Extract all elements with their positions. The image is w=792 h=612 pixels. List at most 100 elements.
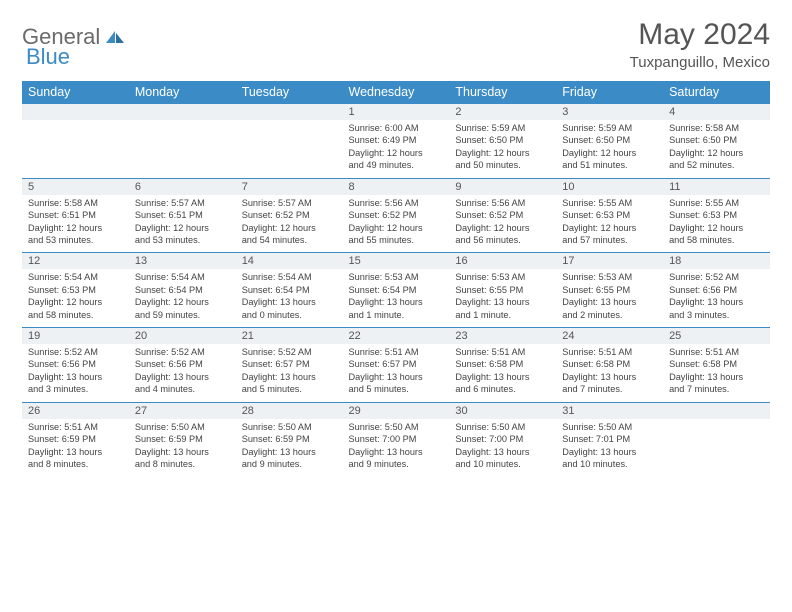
day-detail-line: and 10 minutes. [562, 458, 657, 470]
day-detail-cell: Sunrise: 5:53 AMSunset: 6:54 PMDaylight:… [343, 269, 450, 327]
day-detail-cell: Sunrise: 5:54 AMSunset: 6:54 PMDaylight:… [129, 269, 236, 327]
day-header: Monday [129, 81, 236, 104]
day-number-cell: 26 [22, 402, 129, 419]
day-detail-line: and 3 minutes. [28, 383, 123, 395]
day-detail-line: and 53 minutes. [28, 234, 123, 246]
day-detail-line: Daylight: 12 hours [135, 222, 230, 234]
day-number-row: 12131415161718 [22, 253, 770, 270]
day-detail-line: and 52 minutes. [669, 159, 764, 171]
day-detail-line: Sunrise: 5:50 AM [562, 421, 657, 433]
day-detail-line: Daylight: 13 hours [455, 296, 550, 308]
day-detail-line: Daylight: 12 hours [562, 147, 657, 159]
day-detail-line: Sunset: 6:54 PM [242, 284, 337, 296]
day-detail-line: Sunset: 6:55 PM [455, 284, 550, 296]
day-detail-line: and 50 minutes. [455, 159, 550, 171]
day-detail-line: and 5 minutes. [349, 383, 444, 395]
day-detail-line: and 51 minutes. [562, 159, 657, 171]
day-detail-line: Sunset: 6:57 PM [242, 358, 337, 370]
day-number-cell: 9 [449, 178, 556, 195]
day-number-cell: 7 [236, 178, 343, 195]
day-number-cell: 17 [556, 253, 663, 270]
day-detail-line: Daylight: 12 hours [562, 222, 657, 234]
day-detail-line: Sunset: 6:59 PM [242, 433, 337, 445]
day-detail-line: Daylight: 13 hours [669, 371, 764, 383]
day-number-cell: 10 [556, 178, 663, 195]
day-number-cell: 15 [343, 253, 450, 270]
day-number-cell [22, 104, 129, 121]
day-number-cell: 12 [22, 253, 129, 270]
day-number-cell [236, 104, 343, 121]
day-detail-cell: Sunrise: 5:57 AMSunset: 6:51 PMDaylight:… [129, 195, 236, 253]
day-number-cell: 1 [343, 104, 450, 121]
day-detail-cell: Sunrise: 5:52 AMSunset: 6:57 PMDaylight:… [236, 344, 343, 402]
day-detail-line: Sunrise: 5:51 AM [28, 421, 123, 433]
day-detail-line: and 7 minutes. [669, 383, 764, 395]
day-detail-line: and 55 minutes. [349, 234, 444, 246]
day-detail-line: Sunset: 7:00 PM [349, 433, 444, 445]
day-detail-line: Sunrise: 5:51 AM [455, 346, 550, 358]
day-detail-cell: Sunrise: 5:55 AMSunset: 6:53 PMDaylight:… [556, 195, 663, 253]
day-detail-line: Sunset: 6:58 PM [455, 358, 550, 370]
day-number-row: 262728293031 [22, 402, 770, 419]
day-detail-cell: Sunrise: 5:50 AMSunset: 6:59 PMDaylight:… [236, 419, 343, 477]
day-detail-cell: Sunrise: 5:58 AMSunset: 6:51 PMDaylight:… [22, 195, 129, 253]
day-detail-line: Sunset: 6:56 PM [135, 358, 230, 370]
day-detail-line: and 58 minutes. [28, 309, 123, 321]
day-header-row: Sunday Monday Tuesday Wednesday Thursday… [22, 81, 770, 104]
day-header: Friday [556, 81, 663, 104]
day-detail-line: Sunrise: 5:50 AM [135, 421, 230, 433]
day-detail-line: Sunrise: 5:51 AM [349, 346, 444, 358]
day-detail-line: Sunset: 6:53 PM [28, 284, 123, 296]
day-detail-line: Sunrise: 5:57 AM [242, 197, 337, 209]
day-detail-line: Daylight: 13 hours [242, 296, 337, 308]
month-title: May 2024 [630, 18, 770, 52]
day-detail-line: Daylight: 12 hours [455, 222, 550, 234]
day-detail-line: and 3 minutes. [669, 309, 764, 321]
day-detail-line: and 58 minutes. [669, 234, 764, 246]
day-detail-line: Daylight: 12 hours [669, 147, 764, 159]
day-detail-line: Daylight: 13 hours [562, 296, 657, 308]
title-block: May 2024 Tuxpanguillo, Mexico [630, 18, 770, 71]
day-detail-line: and 1 minute. [455, 309, 550, 321]
day-detail-line: Daylight: 13 hours [562, 371, 657, 383]
day-detail-line: Sunrise: 5:53 AM [562, 271, 657, 283]
day-detail-line: Sunset: 6:51 PM [28, 209, 123, 221]
day-detail-line: Sunrise: 5:50 AM [349, 421, 444, 433]
day-detail-line: Sunset: 6:58 PM [562, 358, 657, 370]
day-detail-line: and 56 minutes. [455, 234, 550, 246]
day-detail-line: Daylight: 12 hours [669, 222, 764, 234]
day-number-row: 19202122232425 [22, 328, 770, 345]
day-detail-cell: Sunrise: 5:52 AMSunset: 6:56 PMDaylight:… [22, 344, 129, 402]
day-number-cell: 8 [343, 178, 450, 195]
day-detail-line: and 49 minutes. [349, 159, 444, 171]
day-detail-row: Sunrise: 5:52 AMSunset: 6:56 PMDaylight:… [22, 344, 770, 402]
day-detail-cell: Sunrise: 5:57 AMSunset: 6:52 PMDaylight:… [236, 195, 343, 253]
day-number-cell: 6 [129, 178, 236, 195]
day-detail-cell: Sunrise: 5:51 AMSunset: 6:58 PMDaylight:… [663, 344, 770, 402]
day-number-cell: 18 [663, 253, 770, 270]
day-detail-line: Sunset: 6:55 PM [562, 284, 657, 296]
day-detail-cell: Sunrise: 5:50 AMSunset: 7:00 PMDaylight:… [343, 419, 450, 477]
day-detail-line: Sunrise: 5:59 AM [455, 122, 550, 134]
day-detail-line: Sunset: 6:53 PM [669, 209, 764, 221]
day-number-cell: 2 [449, 104, 556, 121]
day-detail-line: Sunset: 7:01 PM [562, 433, 657, 445]
day-detail-line: Sunset: 6:52 PM [455, 209, 550, 221]
day-detail-line: Sunrise: 5:55 AM [669, 197, 764, 209]
day-detail-cell: Sunrise: 5:53 AMSunset: 6:55 PMDaylight:… [556, 269, 663, 327]
day-detail-line: Daylight: 13 hours [135, 446, 230, 458]
day-number-cell: 30 [449, 402, 556, 419]
day-detail-cell: Sunrise: 5:51 AMSunset: 6:57 PMDaylight:… [343, 344, 450, 402]
day-number-cell: 16 [449, 253, 556, 270]
day-detail-cell: Sunrise: 5:56 AMSunset: 6:52 PMDaylight:… [449, 195, 556, 253]
day-detail-line: Sunset: 6:59 PM [28, 433, 123, 445]
day-detail-line: Daylight: 12 hours [135, 296, 230, 308]
day-detail-line: Sunset: 6:57 PM [349, 358, 444, 370]
day-detail-line: Sunset: 6:56 PM [669, 284, 764, 296]
day-number-cell: 24 [556, 328, 663, 345]
day-detail-line: Sunset: 6:59 PM [135, 433, 230, 445]
day-number-cell: 19 [22, 328, 129, 345]
day-detail-line: and 4 minutes. [135, 383, 230, 395]
day-detail-cell: Sunrise: 5:51 AMSunset: 6:59 PMDaylight:… [22, 419, 129, 477]
day-detail-line: and 1 minute. [349, 309, 444, 321]
